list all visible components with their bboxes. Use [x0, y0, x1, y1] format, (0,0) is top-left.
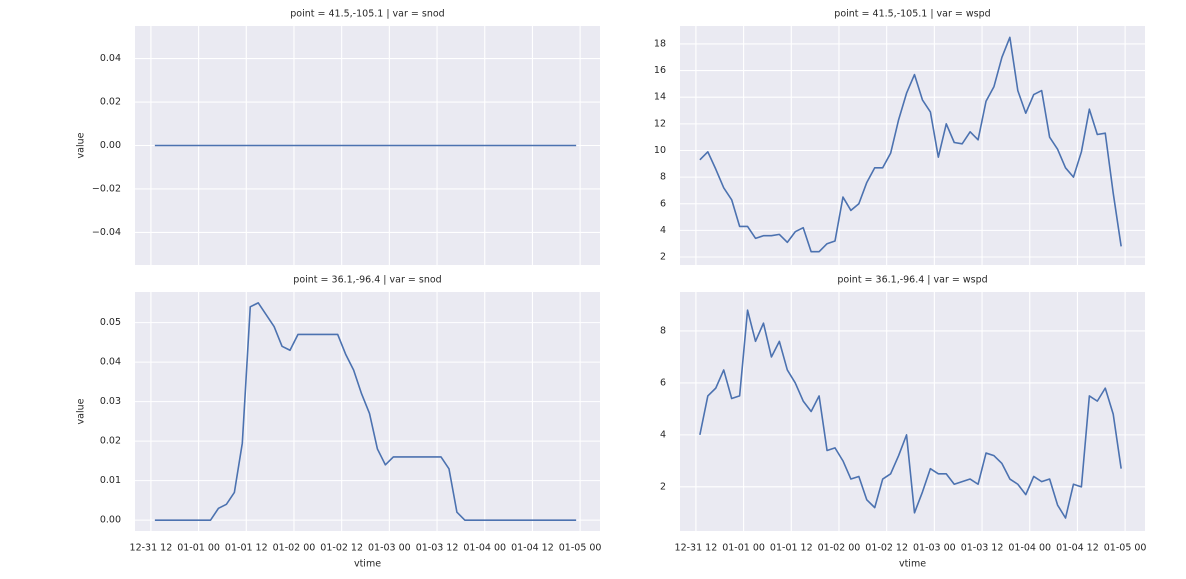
x-tick-label: 01-01 12 — [225, 543, 268, 554]
y-tick-label: 8 — [660, 325, 666, 336]
y-axis-label: value — [76, 398, 87, 424]
y-tick-label: 0.04 — [100, 357, 121, 368]
x-tick-label: 01-02 12 — [320, 543, 363, 554]
panel-title: point = 41.5,-105.1 | var = wspd — [834, 9, 990, 20]
x-axis-label: vtime — [899, 559, 926, 570]
y-tick-label: 4 — [660, 225, 666, 236]
x-tick-label: 01-03 00 — [368, 543, 411, 554]
y-axis-label: value — [76, 132, 87, 158]
y-tick-label: 8 — [660, 172, 666, 183]
y-tick-label: 0.00 — [100, 140, 121, 151]
y-tick-label: 0.04 — [100, 53, 121, 64]
y-tick-label: 6 — [660, 198, 666, 209]
y-tick-label: 18 — [654, 38, 666, 49]
y-tick-label: 0.05 — [100, 317, 121, 328]
panel-title: point = 36.1,-96.4 | var = wspd — [837, 275, 987, 286]
y-tick-label: 0.02 — [100, 97, 121, 108]
line — [154, 302, 577, 521]
y-tick-label: 14 — [654, 92, 666, 103]
panel-title: point = 36.1,-96.4 | var = snod — [293, 275, 441, 286]
x-tick-label: 01-04 00 — [1008, 543, 1051, 554]
x-tick-label: 01-01 00 — [722, 543, 765, 554]
y-tick-label: 0.01 — [100, 475, 121, 486]
x-axis-label: vtime — [354, 559, 381, 570]
x-tick-label: 01-04 12 — [511, 543, 554, 554]
y-tick-label: 16 — [654, 65, 666, 76]
y-tick-label: 12 — [654, 118, 666, 129]
line — [699, 309, 1122, 519]
y-tick-label: 4 — [660, 429, 666, 440]
panel-title: point = 41.5,-105.1 | var = snod — [290, 9, 444, 20]
y-tick-label: 0.00 — [100, 515, 121, 526]
x-tick-label: 01-04 00 — [463, 543, 506, 554]
x-tick-label: 01-01 00 — [177, 543, 220, 554]
x-tick-label: 01-03 12 — [961, 543, 1004, 554]
x-tick-label: 12-31 12 — [130, 543, 173, 554]
x-tick-label: 01-05 00 — [1104, 543, 1147, 554]
y-tick-label: −0.04 — [92, 227, 121, 238]
line — [699, 36, 1122, 253]
x-tick-label: 01-04 12 — [1056, 543, 1099, 554]
x-tick-label: 01-03 00 — [913, 543, 956, 554]
x-tick-label: 01-02 12 — [865, 543, 908, 554]
y-tick-label: 6 — [660, 377, 666, 388]
y-tick-label: 0.02 — [100, 436, 121, 447]
x-tick-label: 12-31 12 — [675, 543, 718, 554]
x-tick-label: 01-03 12 — [416, 543, 459, 554]
y-tick-label: 2 — [660, 252, 666, 263]
y-tick-label: 2 — [660, 481, 666, 492]
y-tick-label: −0.02 — [92, 183, 121, 194]
x-tick-label: 01-02 00 — [818, 543, 861, 554]
x-tick-label: 01-01 12 — [770, 543, 813, 554]
plot-background — [135, 292, 600, 531]
x-tick-label: 01-05 00 — [559, 543, 602, 554]
plot-background — [680, 26, 1145, 265]
y-tick-label: 0.03 — [100, 396, 121, 407]
y-tick-label: 10 — [654, 145, 666, 156]
x-tick-label: 01-02 00 — [273, 543, 316, 554]
